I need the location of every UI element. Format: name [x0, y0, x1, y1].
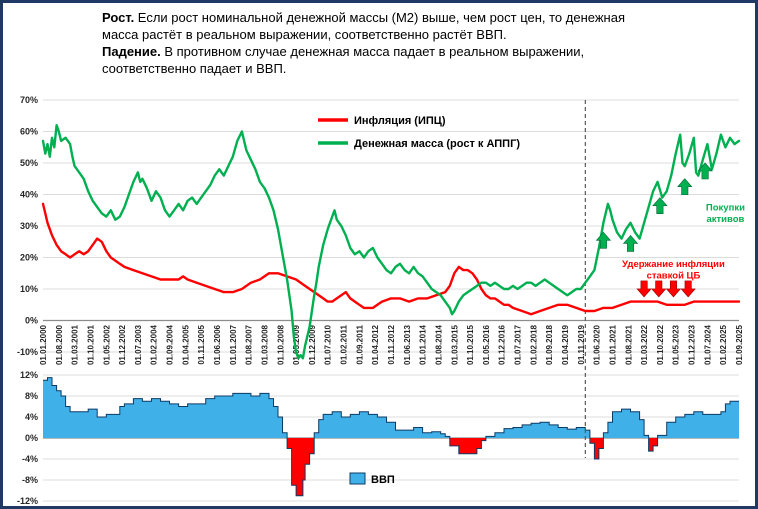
x-axis-date-label: 01.05.2016 [482, 324, 491, 365]
x-axis-date-label: 01.08.2007 [245, 324, 254, 365]
x-axis-date-label: 01.06.2020 [593, 324, 602, 365]
x-axis-date-label: 01.06.2013 [403, 324, 412, 365]
x-axis-date-label: 01.05.2009 [292, 324, 301, 365]
x-axis-date-label: 01.09.2004 [166, 324, 175, 365]
gdp-y-axis-label: -4% [22, 454, 38, 464]
main-y-axis-label: 10% [20, 284, 38, 294]
main-y-axis-label: 0% [25, 316, 38, 326]
gdp-y-axis-label: -12% [17, 496, 38, 506]
x-axis-date-label: 01.12.2002 [118, 324, 127, 365]
red-down-arrow-icon [665, 280, 682, 298]
x-axis-date-label: 01.04.2005 [181, 324, 190, 365]
x-axis-date-label: 01.10.2015 [466, 324, 475, 365]
x-axis-date-label: 01.11.2012 [387, 324, 396, 364]
gdp-y-axis-label: 8% [25, 391, 38, 401]
red-down-arrow-icon [636, 280, 652, 298]
x-axis-date-label: 01.02.2011 [340, 324, 349, 364]
annotation-asset-purchases: Покупки [706, 202, 745, 213]
main-y-axis-label: 40% [20, 190, 38, 200]
x-axis-date-label: 01.03.2022 [640, 324, 649, 365]
x-axis-date-label: 01.12.2009 [308, 324, 317, 365]
annotation-inflation-hold: ставкой ЦБ [647, 270, 701, 281]
x-axis-date-label: 01.05.2023 [672, 324, 681, 365]
green-up-arrow-icon [595, 231, 612, 249]
x-axis-date-label: 01.09.2018 [545, 324, 554, 365]
x-axis-date-label: 01.06.2006 [213, 324, 222, 365]
gdp-y-axis-label: 12% [20, 370, 38, 380]
x-axis-date-label: 01.12.2023 [688, 324, 697, 365]
x-axis-date-label: 01.02.2018 [529, 324, 538, 365]
x-axis-date-label: 01.05.2002 [102, 324, 111, 365]
x-axis-date-label: 01.03.2008 [260, 324, 269, 365]
x-axis-date-label: 01.03.2015 [450, 324, 459, 365]
red-down-arrow-icon [651, 280, 667, 298]
x-axis-date-label: 01.02.2004 [150, 324, 159, 365]
x-axis-date-label: 01.08.2021 [624, 324, 633, 365]
x-axis-date-label: 01.01.2000 [39, 324, 48, 365]
green-up-arrow-icon [652, 197, 668, 214]
gdp-y-axis-label: 0% [25, 433, 38, 443]
main-y-axis-label: 70% [20, 95, 38, 105]
money-supply-line [41, 123, 741, 360]
gdp-area-outline [43, 377, 739, 497]
main-y-axis-label: 20% [20, 253, 38, 263]
x-axis-date-label: 01.09.2011 [355, 324, 364, 364]
x-axis-date-label: 01.02.2025 [719, 324, 728, 365]
intro-paragraph-growth: Рост. Если рост номинальной денежной мас… [102, 9, 627, 43]
x-axis-date-label: 01.11.2019 [577, 324, 586, 364]
gdp-y-axis-label: 4% [25, 412, 38, 422]
x-axis-date-label: 01.04.2012 [371, 324, 380, 365]
x-axis-date-label: 01.10.2008 [276, 324, 285, 365]
x-axis-date-label: 01.01.2014 [419, 324, 428, 365]
x-axis-date-label: 01.10.2001 [86, 324, 95, 365]
red-down-arrow-icon [680, 280, 696, 298]
annotation-asset-purchases: активов [706, 214, 744, 225]
legend-item-label: Денежная масса (рост к АППГ) [354, 138, 520, 150]
gdp-area-positive [43, 377, 739, 438]
intro-growth-text: Если рост номинальной денежной массы (М2… [102, 10, 625, 42]
x-axis-date-label: 01.07.2024 [703, 324, 712, 365]
green-up-arrow-icon [697, 162, 713, 180]
gdp-y-axis-label: -8% [22, 475, 38, 485]
x-axis-date-label: 01.08.2000 [55, 324, 64, 365]
main-y-axis-label: 60% [20, 127, 38, 137]
green-up-arrow-icon [622, 234, 639, 252]
intro-fall-label: Падение. [102, 44, 161, 59]
inflation-line [41, 202, 741, 316]
intro-fall-text: В противном случае денежная масса падает… [102, 44, 585, 76]
x-axis-date-label: 01.04.2019 [561, 324, 570, 365]
intro-growth-label: Рост. [102, 10, 135, 25]
gdp-legend-label: ВВП [371, 474, 395, 486]
intro-text: Рост. Если рост номинальной денежной мас… [102, 9, 627, 77]
x-axis-date-label: 01.01.2021 [608, 324, 617, 365]
annotation-inflation-hold: Удержание инфляции [622, 259, 725, 270]
x-axis-date-label: 01.12.2016 [498, 324, 507, 365]
chart-canvas: 70% 60% 50% 40% 30% 20% 10% 0% -10% 01.01.2000 01.… [17, 95, 745, 506]
x-axis-date-label: 01.01.2007 [229, 324, 238, 365]
x-axis-date-label: 01.07.2010 [324, 324, 333, 365]
x-axis-date-label: 01.07.2017 [514, 324, 523, 365]
green-up-arrow-icon [677, 178, 693, 196]
intro-paragraph-fall: Падение. В противном случае денежная мас… [102, 43, 627, 77]
x-axis-date-label: 01.11.2005 [197, 324, 206, 364]
x-axis-date-label: 01.03.2001 [71, 324, 80, 365]
main-y-axis-label: 30% [20, 221, 38, 231]
legend-item-label: Инфляция (ИПЦ) [354, 115, 446, 127]
main-y-axis-label: 50% [20, 158, 38, 168]
gdp-legend-swatch [349, 472, 366, 485]
gdp-area-negative [43, 438, 739, 496]
x-axis-date-label: 01.07.2003 [134, 324, 143, 365]
x-axis-date-label: 01.08.2014 [434, 324, 443, 365]
x-axis-date-label: 01.10.2022 [656, 324, 665, 365]
x-axis-date-label: 01.09.2025 [735, 324, 744, 365]
main-y-axis-label: -10% [17, 347, 38, 357]
